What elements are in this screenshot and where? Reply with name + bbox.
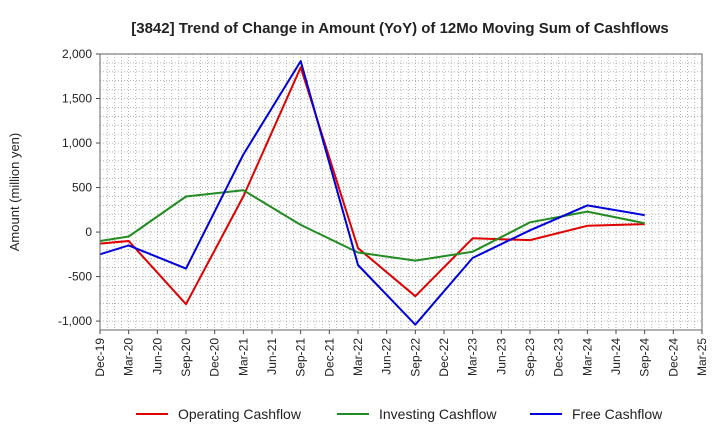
series-line-investing-cashflow (99, 189, 645, 262)
x-tick-label: Sep-22 (408, 338, 422, 377)
x-tick-label: Mar-22 (351, 338, 365, 376)
x-axis-ticks: Dec-19 Mar-20 Jun-20 Sep-20 Dec-20 Mar-21 Jun-… (93, 330, 709, 377)
x-tick-label: Jun-21 (265, 338, 279, 375)
x-tick-label: Sep-24 (638, 338, 652, 377)
x-tick-label: Dec-22 (437, 338, 451, 377)
y-axis-ticks: -1,000 -500 0 500 1,000 1,500 2,000 (58, 47, 100, 328)
y-tick-label: 500 (72, 181, 92, 195)
x-tick-label: Mar-23 (466, 338, 480, 376)
legend-label: Free Cashflow (572, 406, 663, 422)
x-tick-label: Sep-20 (179, 338, 193, 377)
plot-frame (99, 53, 703, 331)
grid (99, 53, 702, 330)
series-line-free-cashflow (99, 60, 645, 326)
x-tick-label: Sep-23 (523, 338, 537, 377)
x-tick-label: Jun-24 (609, 338, 623, 375)
y-tick-label: 2,000 (62, 47, 92, 61)
y-axis-label: Amount (million yen) (7, 133, 22, 252)
x-tick-label: Jun-23 (494, 338, 508, 375)
x-tick-label: Dec-20 (208, 338, 222, 377)
x-tick-label: Dec-19 (93, 338, 107, 377)
y-tick-label: -1,000 (58, 314, 92, 328)
x-tick-label: Mar-21 (236, 338, 250, 376)
y-tick-label: 1,500 (62, 92, 92, 106)
series-lines (99, 60, 645, 326)
x-tick-label: Jun-22 (380, 338, 394, 375)
x-tick-label: Mar-20 (122, 338, 136, 376)
x-tick-label: Dec-23 (552, 338, 566, 377)
x-tick-label: Sep-21 (294, 338, 308, 377)
legend-label: Investing Cashflow (379, 406, 497, 422)
y-tick-label: -500 (68, 270, 92, 284)
legend-label: Operating Cashflow (178, 406, 302, 422)
chart-title: [3842] Trend of Change in Amount (YoY) o… (131, 20, 669, 37)
x-tick-label: Mar-24 (580, 338, 594, 376)
x-tick-label: Dec-21 (322, 338, 336, 377)
x-tick-label: Jun-20 (150, 338, 164, 375)
legend: Operating Cashflow Investing Cashflow Free… (136, 406, 663, 422)
series-line-operating-cashflow (99, 66, 645, 306)
y-tick-label: 1,000 (62, 136, 92, 150)
x-tick-label: Mar-25 (695, 338, 709, 376)
x-tick-label: Dec-24 (666, 338, 680, 377)
y-tick-label: 0 (85, 225, 92, 239)
